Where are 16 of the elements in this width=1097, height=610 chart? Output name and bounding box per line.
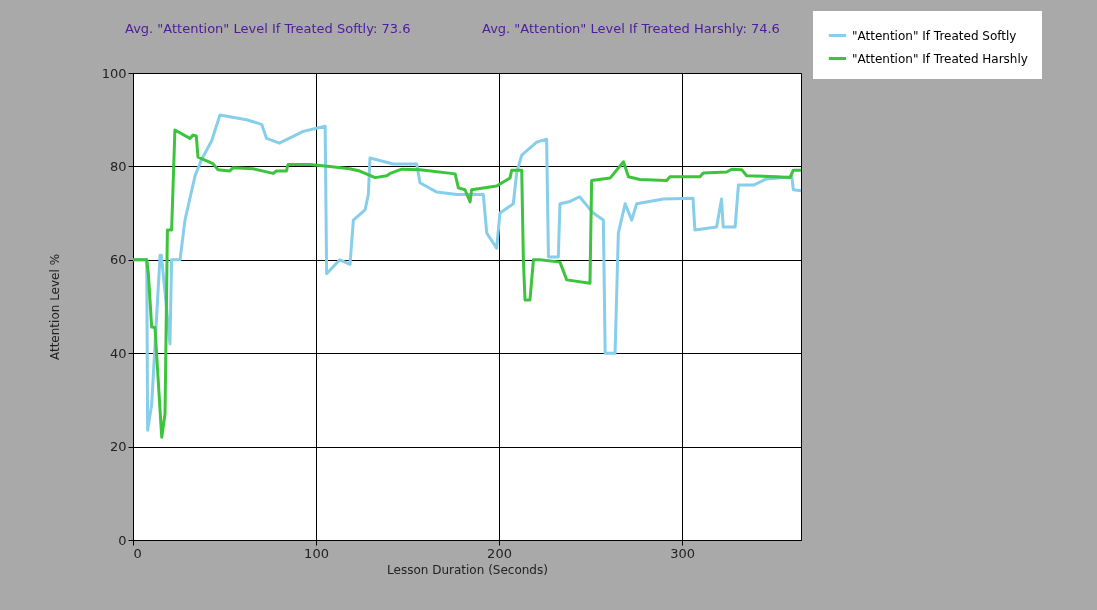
y-tick-label: 40 <box>109 345 127 361</box>
x-tick-label: 300 <box>670 545 695 561</box>
x-tick-label: 100 <box>304 545 329 561</box>
x-tick-label: 200 <box>487 545 512 561</box>
text: Avg. "Attention" Level If Treated Harshly: 74.6 <box>482 21 780 36</box>
legend-label: "Attention" If Treated Harshly <box>852 51 1028 66</box>
text: Avg. "Attention" Level If Treated Softly: 73.6 <box>125 21 411 36</box>
y-tick-label: 60 <box>109 252 127 268</box>
y-axis-title: Attention Level % <box>47 253 62 361</box>
y-tick-label: 100 <box>101 65 127 81</box>
y-tick-label: 20 <box>109 439 127 455</box>
x-axis-title: Lesson Duration (Seconds) <box>387 562 548 577</box>
x-tick-label: 0 <box>133 545 142 561</box>
legend-label: "Attention" If Treated Softly <box>852 28 1017 43</box>
y-tick-label: 0 <box>118 532 127 548</box>
y-tick-label: 80 <box>109 158 127 174</box>
